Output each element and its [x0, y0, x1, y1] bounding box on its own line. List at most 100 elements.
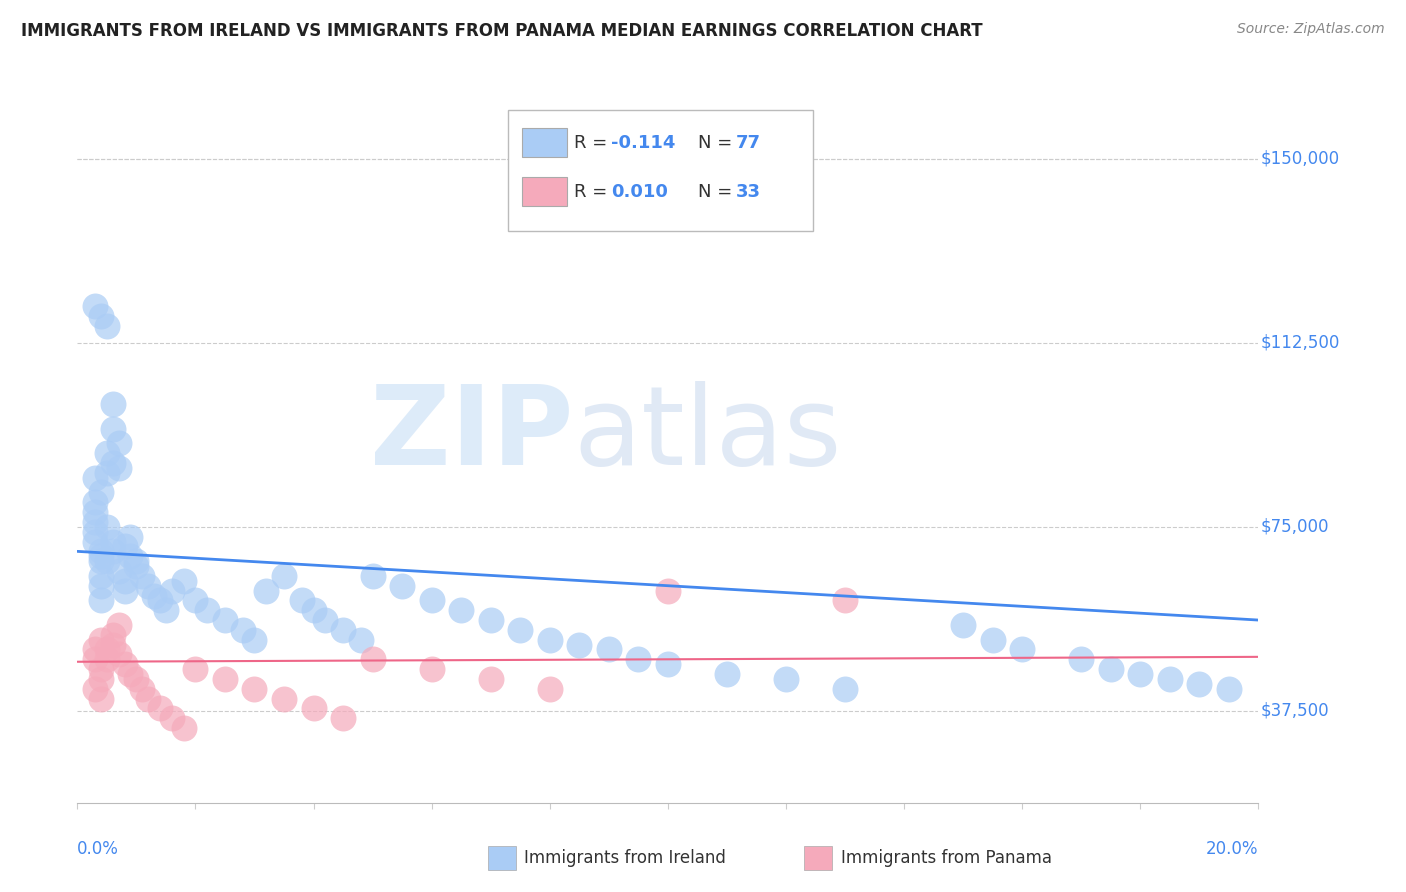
Point: [107, 564, 129, 578]
Text: 0.010: 0.010: [610, 183, 668, 201]
Point: [96, 318, 118, 333]
Text: $75,000: $75,000: [1261, 518, 1329, 536]
Point: [131, 569, 153, 583]
Text: -0.114: -0.114: [610, 134, 675, 152]
Text: 0.0%: 0.0%: [77, 839, 120, 857]
Point: [96, 652, 118, 666]
Point: [302, 603, 325, 617]
Point: [136, 579, 159, 593]
Point: [101, 638, 124, 652]
Text: $37,500: $37,500: [1261, 702, 1329, 720]
Point: [114, 540, 136, 554]
Point: [1159, 672, 1181, 686]
Point: [1188, 677, 1211, 691]
Point: [479, 613, 502, 627]
Point: [96, 642, 118, 657]
Point: [101, 628, 124, 642]
Point: [84, 505, 107, 519]
Point: [90, 544, 112, 558]
Text: Source: ZipAtlas.com: Source: ZipAtlas.com: [1237, 22, 1385, 37]
Point: [361, 569, 384, 583]
Point: [90, 579, 112, 593]
Point: [1011, 642, 1033, 657]
Point: [420, 662, 443, 676]
Point: [136, 691, 159, 706]
Point: [361, 652, 384, 666]
Text: R =: R =: [574, 183, 613, 201]
Point: [125, 554, 148, 568]
Point: [314, 613, 336, 627]
Point: [84, 524, 107, 539]
Point: [125, 559, 148, 574]
Point: [1070, 652, 1092, 666]
Point: [657, 657, 679, 672]
Text: $112,500: $112,500: [1261, 334, 1340, 351]
Point: [120, 667, 142, 681]
Point: [184, 593, 207, 607]
Point: [90, 549, 112, 564]
Point: [131, 681, 153, 696]
Point: [84, 681, 107, 696]
Point: [160, 583, 183, 598]
Point: [125, 672, 148, 686]
Point: [90, 632, 112, 647]
Point: [101, 534, 124, 549]
Point: [273, 569, 295, 583]
Point: [84, 534, 107, 549]
Point: [214, 613, 236, 627]
Point: [775, 672, 797, 686]
Point: [114, 583, 136, 598]
Point: [538, 681, 561, 696]
Point: [101, 397, 124, 411]
Text: N =: N =: [697, 134, 738, 152]
Point: [243, 681, 266, 696]
Point: [598, 642, 620, 657]
Point: [120, 530, 142, 544]
Point: [1218, 681, 1240, 696]
Point: [84, 642, 107, 657]
Point: [101, 422, 124, 436]
Point: [84, 652, 107, 666]
Point: [101, 544, 124, 558]
Point: [107, 461, 129, 475]
Point: [952, 618, 974, 632]
Point: [96, 466, 118, 480]
Point: [302, 701, 325, 715]
Point: [90, 662, 112, 676]
Point: [420, 593, 443, 607]
Point: [214, 672, 236, 686]
Point: [834, 681, 856, 696]
Point: [195, 603, 218, 617]
Point: [114, 657, 136, 672]
Point: [332, 711, 354, 725]
Point: [350, 632, 373, 647]
Point: [509, 623, 531, 637]
Point: [450, 603, 472, 617]
Text: 20.0%: 20.0%: [1206, 839, 1258, 857]
Point: [184, 662, 207, 676]
Point: [716, 667, 738, 681]
Text: 77: 77: [735, 134, 761, 152]
Point: [538, 632, 561, 647]
Point: [173, 721, 195, 735]
Point: [981, 632, 1004, 647]
Point: [160, 711, 183, 725]
Point: [96, 520, 118, 534]
Point: [149, 701, 172, 715]
Point: [107, 648, 129, 662]
Point: [90, 309, 112, 323]
Text: Immigrants from Panama: Immigrants from Panama: [841, 849, 1052, 867]
Point: [90, 554, 112, 568]
Point: [143, 589, 166, 603]
Point: [90, 691, 112, 706]
Point: [90, 485, 112, 500]
Point: [232, 623, 254, 637]
Point: [1129, 667, 1152, 681]
Point: [84, 299, 107, 313]
Point: [107, 618, 129, 632]
Point: [173, 574, 195, 588]
Point: [273, 691, 295, 706]
Text: $150,000: $150,000: [1261, 150, 1340, 168]
Point: [114, 574, 136, 588]
Point: [568, 638, 591, 652]
